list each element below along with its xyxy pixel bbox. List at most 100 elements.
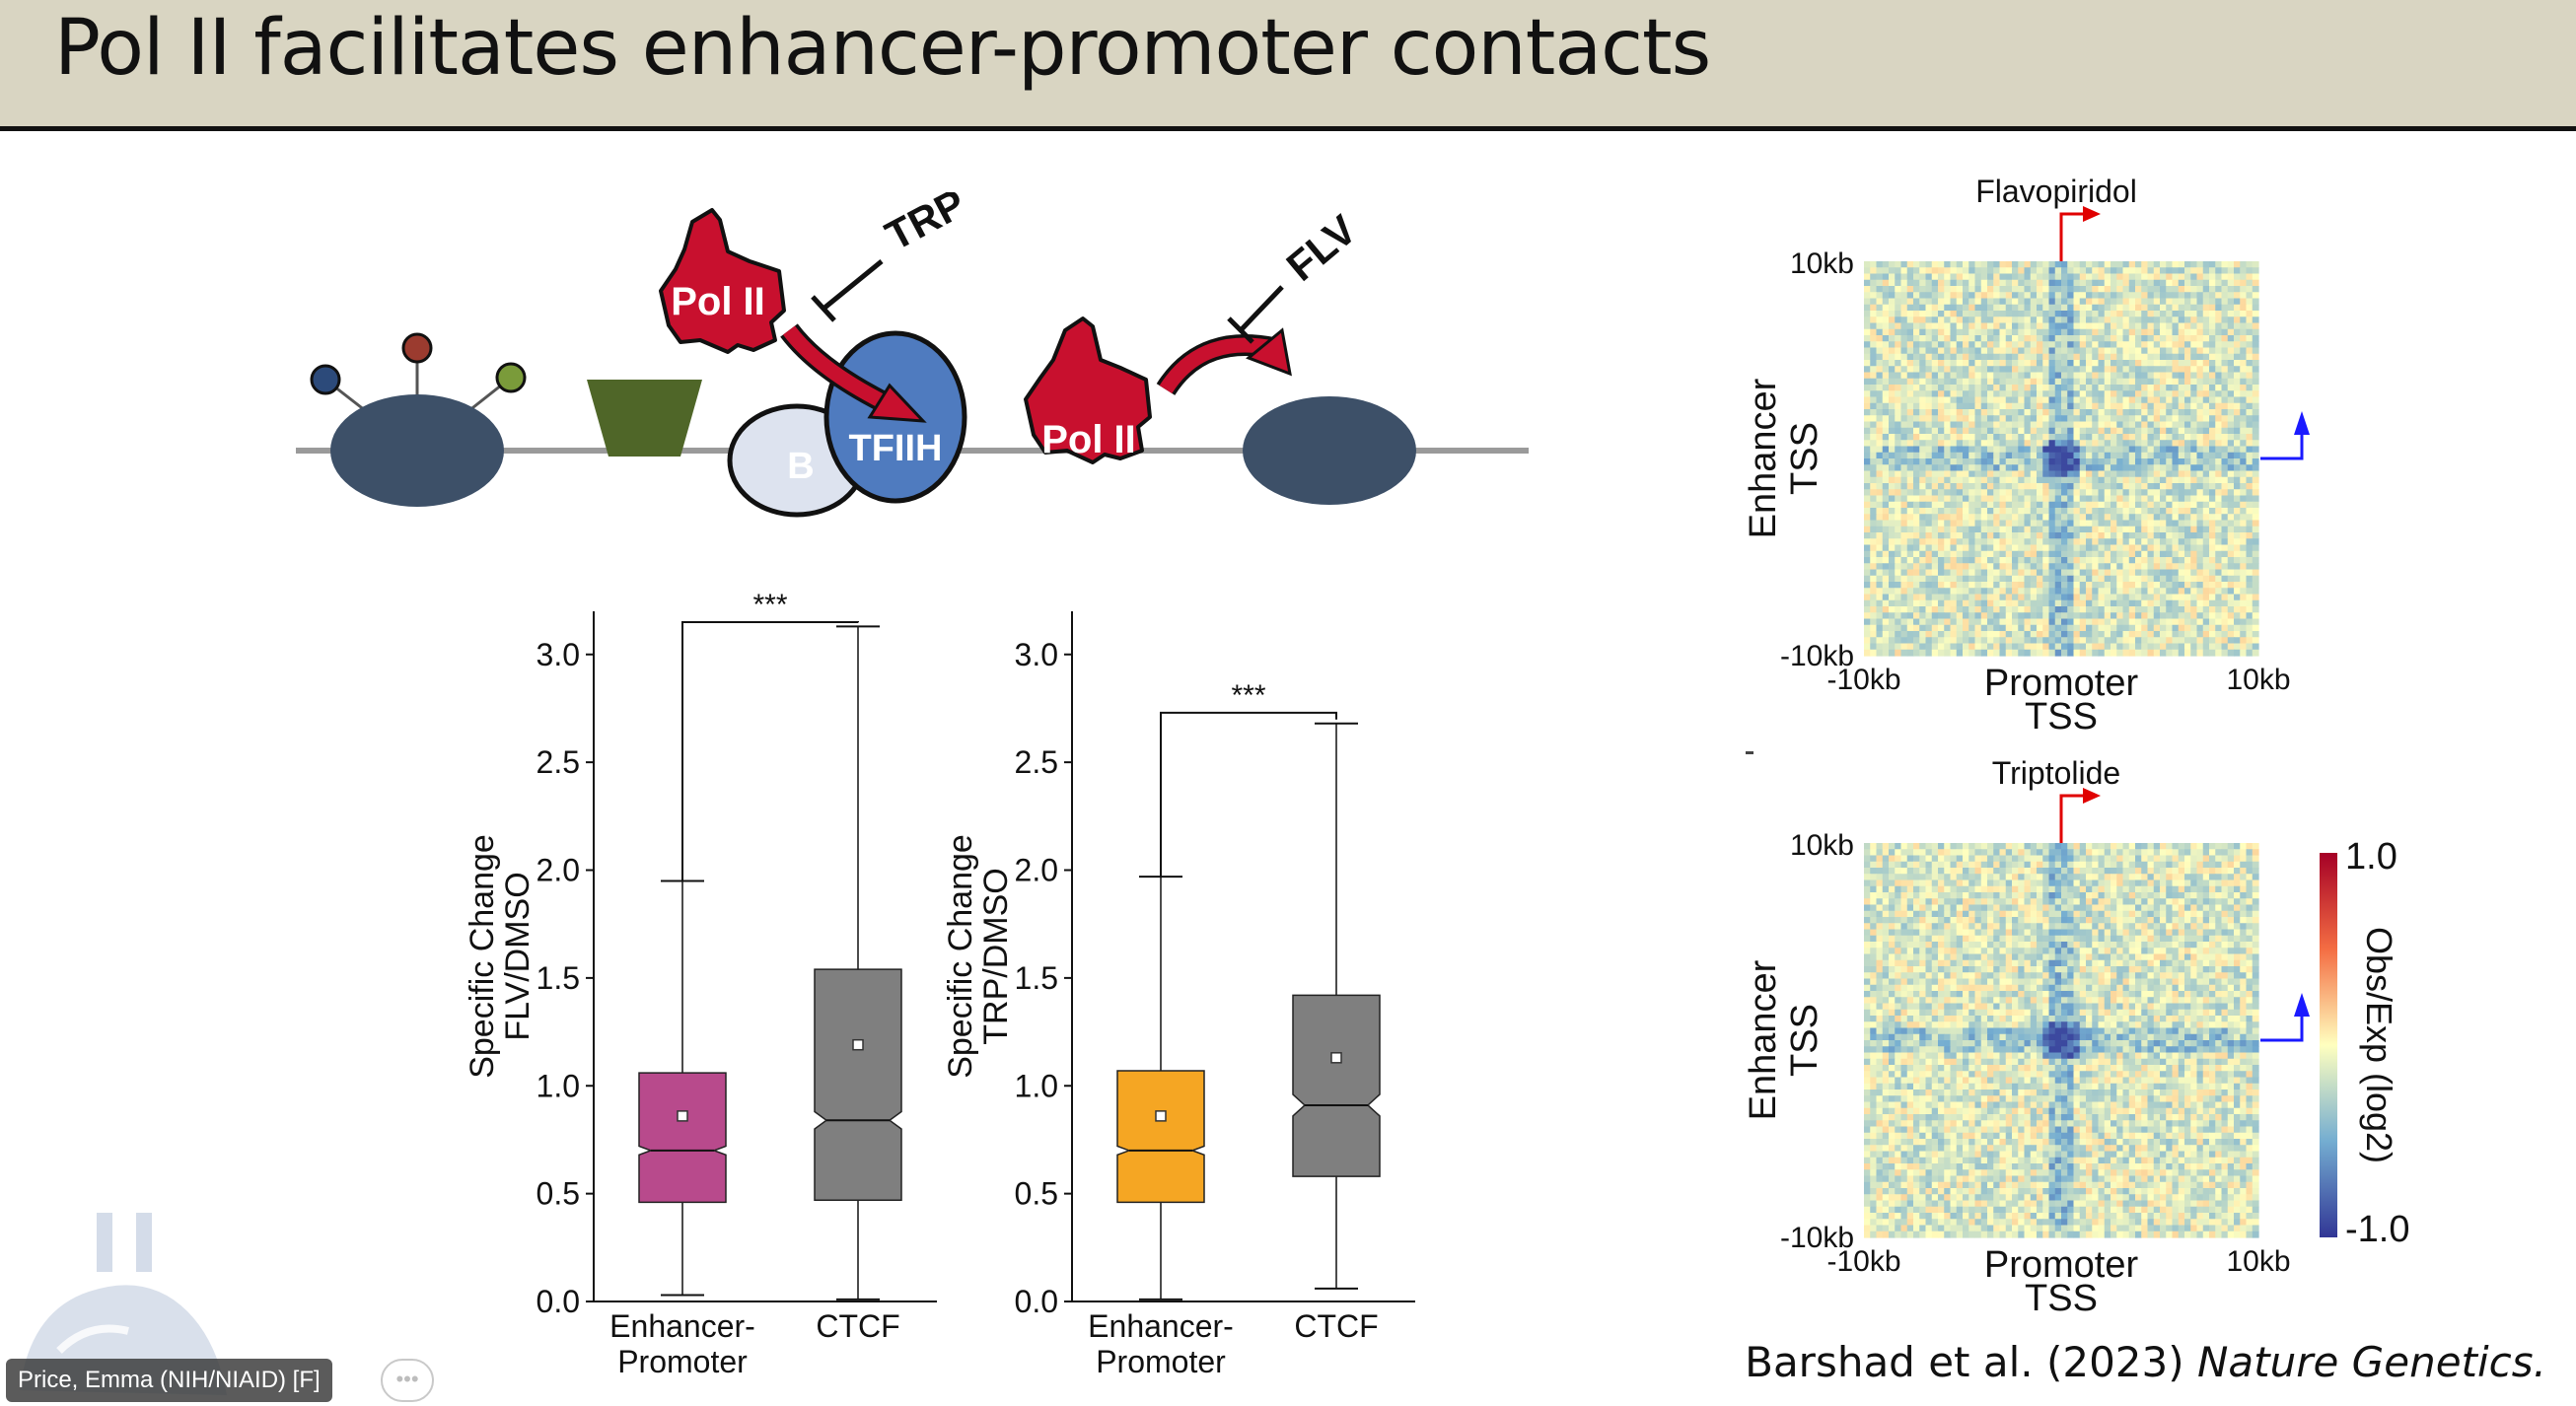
heatmap-cell bbox=[1944, 304, 1952, 312]
heatmap-cell bbox=[1938, 316, 1945, 324]
heatmap-cell bbox=[2209, 861, 2216, 869]
heatmap-cell bbox=[2172, 267, 2180, 275]
heatmap-cell bbox=[2215, 360, 2223, 367]
heatmap-cell bbox=[2196, 415, 2204, 423]
heatmap-cell bbox=[1950, 311, 1958, 317]
heatmap-cell bbox=[2111, 520, 2117, 527]
heatmap-cell bbox=[1938, 508, 1945, 515]
heatmap-cell bbox=[1864, 843, 1871, 850]
heatmap-cell bbox=[2184, 353, 2191, 361]
heatmap-cell bbox=[2234, 868, 2241, 875]
heatmap-cell bbox=[2048, 328, 2056, 336]
heatmap-cell bbox=[1987, 458, 1994, 465]
heatmap-cell bbox=[2178, 402, 2185, 410]
heatmap-cell bbox=[2172, 353, 2180, 361]
heatmap-cell bbox=[2178, 452, 2185, 459]
heatmap-cell bbox=[2067, 322, 2075, 330]
heatmap-cell bbox=[2240, 335, 2248, 342]
heatmap-cell bbox=[2111, 538, 2117, 546]
heatmap-cell bbox=[2135, 328, 2142, 336]
heatmap-cell bbox=[1925, 538, 1933, 546]
heatmap-cell bbox=[1956, 483, 1964, 490]
heatmap-cell bbox=[1919, 588, 1927, 596]
heatmap-cell bbox=[2012, 273, 2019, 281]
heatmap-cell bbox=[1870, 582, 1878, 589]
heatmap-cell bbox=[2252, 495, 2259, 503]
heatmap-cell bbox=[1882, 311, 1890, 317]
heatmap-cell bbox=[2073, 385, 2081, 391]
heatmap-cell bbox=[2141, 390, 2149, 398]
heatmap-cell bbox=[1913, 353, 1920, 361]
heatmap-cell bbox=[2215, 446, 2223, 454]
heatmap-cell bbox=[2079, 612, 2087, 620]
heatmap-cell bbox=[1931, 557, 1939, 564]
heatmap-cell bbox=[2246, 452, 2254, 459]
heatmap-cell bbox=[1993, 452, 2001, 459]
heatmap-cell bbox=[1906, 495, 1914, 503]
mean-marker bbox=[852, 1038, 864, 1051]
heatmap-cell bbox=[2073, 508, 2081, 515]
heatmap-cell bbox=[2221, 910, 2229, 918]
heatmap-cell bbox=[2252, 273, 2259, 281]
heatmap-cell bbox=[2092, 495, 2100, 503]
heatmap-cell bbox=[2202, 415, 2210, 423]
heatmap-cell bbox=[1870, 366, 1878, 374]
heatmap-cell bbox=[1895, 304, 1902, 312]
heatmap-cell bbox=[1938, 470, 1945, 478]
heatmap-cell bbox=[2104, 612, 2111, 620]
mean-marker bbox=[677, 1110, 688, 1122]
heatmap-cell bbox=[1999, 347, 2007, 355]
heatmap-cell bbox=[2024, 476, 2032, 484]
heatmap-cell bbox=[1974, 304, 1982, 312]
heatmap-cell bbox=[2086, 385, 2093, 391]
heatmap-cell bbox=[2073, 879, 2081, 887]
heatmap-cell bbox=[2215, 458, 2223, 465]
heatmap-cell bbox=[2024, 396, 2032, 404]
heatmap-cell bbox=[1950, 396, 1958, 404]
heatmap-cell bbox=[1980, 538, 1988, 546]
heatmap-cell bbox=[1980, 273, 1988, 281]
heatmap-cell bbox=[2122, 575, 2130, 583]
heatmap-cell bbox=[1882, 532, 1890, 539]
heatmap-cell bbox=[2246, 415, 2254, 423]
heatmap-cell bbox=[2190, 532, 2198, 539]
heatmap-cell bbox=[1889, 378, 1896, 386]
heatmap-cell bbox=[2209, 544, 2216, 552]
heatmap-cell bbox=[2092, 606, 2100, 613]
heatmap-cell bbox=[1980, 892, 1988, 899]
heatmap-cell bbox=[2030, 483, 2038, 490]
heatmap-cell bbox=[1938, 892, 1945, 899]
heatmap-cell bbox=[1950, 421, 1958, 429]
heatmap-cell bbox=[1968, 279, 1976, 287]
heatmap-cell bbox=[2042, 322, 2050, 330]
heatmap-cell bbox=[2215, 544, 2223, 552]
heatmap-cell bbox=[1913, 624, 1920, 632]
heatmap-cell bbox=[2005, 569, 2013, 577]
heatmap-cell bbox=[1906, 335, 1914, 342]
heatmap-cell bbox=[1950, 452, 1958, 459]
heatmap-cell bbox=[1925, 904, 1933, 912]
heatmap-cell bbox=[2240, 415, 2248, 423]
heatmap-cell bbox=[2111, 563, 2117, 571]
heatmap-cell bbox=[2234, 495, 2241, 503]
heatmap-cell bbox=[2227, 588, 2235, 596]
heatmap-cell bbox=[1913, 347, 1920, 355]
heatmap-cell bbox=[1913, 569, 1920, 577]
heatmap-cell bbox=[2147, 563, 2155, 571]
heatmap-cell bbox=[1931, 501, 1939, 509]
heatmap-cell bbox=[2061, 458, 2068, 465]
heatmap-cell bbox=[2202, 526, 2210, 533]
heatmap-cell bbox=[2030, 311, 2038, 317]
heatmap-cell bbox=[2104, 550, 2111, 558]
heatmap-cell bbox=[2234, 452, 2241, 459]
heatmap-cell bbox=[2054, 538, 2062, 546]
heatmap-cell bbox=[2252, 594, 2259, 601]
heatmap-cell bbox=[2190, 279, 2198, 287]
heatmap-cell bbox=[2024, 606, 2032, 613]
heatmap-cell bbox=[1889, 304, 1896, 312]
heatmap-cell bbox=[2128, 311, 2136, 317]
heatmap-cell bbox=[1925, 520, 1933, 527]
heatmap-cell bbox=[1919, 885, 1927, 893]
heatmap-cell bbox=[1993, 427, 2001, 435]
heatmap-cell bbox=[2030, 520, 2038, 527]
